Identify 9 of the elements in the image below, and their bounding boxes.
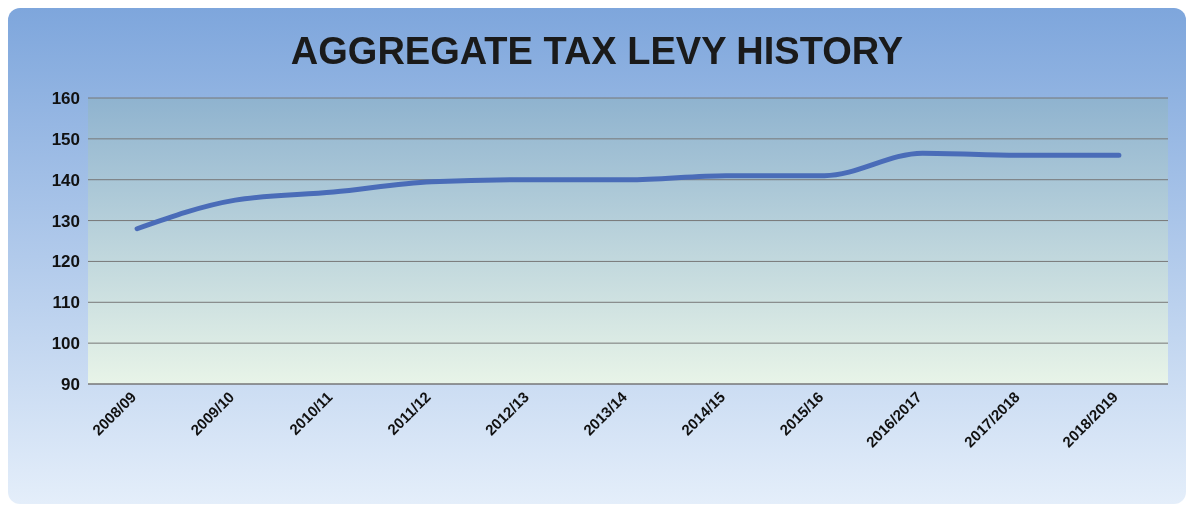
y-tick-label: 130 — [51, 211, 80, 231]
y-tick-label: 160 — [51, 89, 80, 109]
y-tick-label: 150 — [51, 129, 80, 149]
y-tick-label: 120 — [51, 252, 80, 272]
y-tick-label: 90 — [61, 375, 80, 395]
y-tick-label: 140 — [51, 170, 80, 190]
chart-title: AGGREGATE TAX LEVY HISTORY — [289, 30, 905, 73]
y-tick-label: 100 — [51, 334, 80, 354]
y-tick-label: 110 — [52, 293, 80, 313]
